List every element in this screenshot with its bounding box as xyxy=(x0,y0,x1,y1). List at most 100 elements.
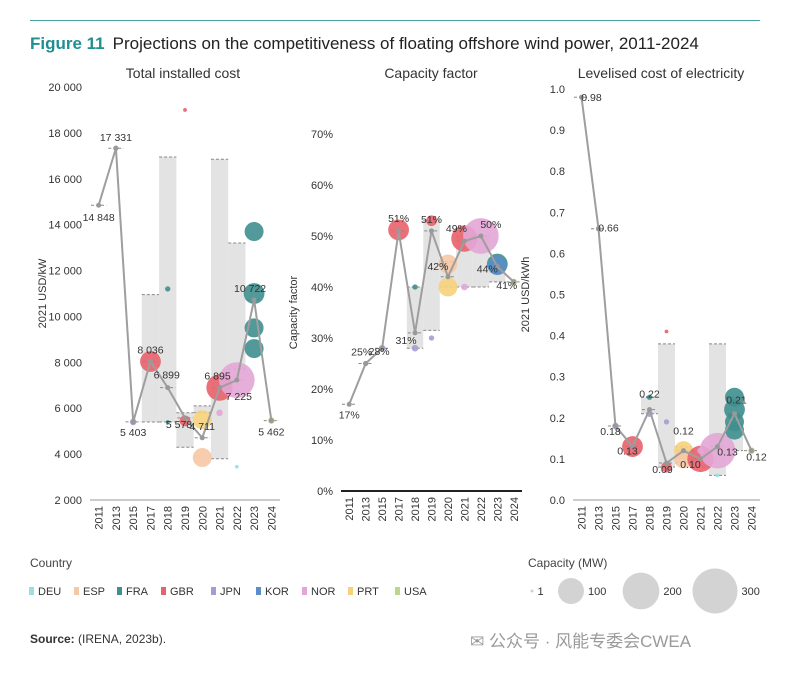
y-tick-label: 6 000 xyxy=(54,403,82,415)
y-tick-label: 10 000 xyxy=(48,311,82,323)
project-bubble-gbr xyxy=(661,461,672,473)
chart-panel-3: Levelised cost of electricity 2021 USD/kW… xyxy=(520,65,767,530)
x-tick-label: 2023 xyxy=(249,506,261,530)
legend-label: NOR xyxy=(311,586,336,598)
y-tick-label: 4 000 xyxy=(54,449,82,461)
x-tick-label: 2015 xyxy=(377,497,389,521)
project-bubble-fra xyxy=(165,420,170,424)
average-point xyxy=(113,145,119,151)
y-tick-label: 1.0 xyxy=(550,84,565,96)
x-tick-label: 2024 xyxy=(266,506,278,530)
average-point xyxy=(445,274,451,280)
figure-number: Figure 11 xyxy=(30,34,105,53)
average-point xyxy=(749,448,754,454)
average-point xyxy=(511,279,517,285)
average-point xyxy=(478,233,484,239)
chart-panel-1: Total installed cost 2021 USD/kW 2 000 4 00… xyxy=(37,65,285,530)
x-tick-label: 2022 xyxy=(232,506,244,530)
project-bubble-fra xyxy=(646,394,653,400)
average-point xyxy=(234,377,240,383)
legend-capacity-bubble xyxy=(692,568,738,614)
legend-label: USA xyxy=(404,586,427,598)
project-bubble-fra xyxy=(244,339,264,359)
average-point xyxy=(664,460,669,466)
project-bubble-gbr xyxy=(426,215,437,227)
y-tick-label: 0.5 xyxy=(550,290,565,302)
x-tick-label: 2021 xyxy=(215,506,227,530)
y-axis-label: 2021 USD/kW xyxy=(37,258,49,328)
x-tick-label: 2021 xyxy=(459,497,471,521)
y-tick-label: 50% xyxy=(311,231,333,243)
project-bubble-gbr xyxy=(183,108,187,112)
project-bubble-gbr xyxy=(664,329,669,334)
project-bubble-nor xyxy=(216,409,223,417)
average-point xyxy=(396,228,402,234)
x-tick-label: 2021 xyxy=(696,506,708,530)
average-point xyxy=(698,456,703,462)
legend-label: PRT xyxy=(357,586,379,598)
x-tick-label: 2019 xyxy=(180,506,192,530)
x-tick-label: 2024 xyxy=(747,506,759,530)
y-tick-label: 14 000 xyxy=(48,220,82,232)
legend-capacity-label: 100 xyxy=(588,586,606,598)
y-tick-label: 0.1 xyxy=(550,454,565,466)
value-label: 0.21 xyxy=(726,395,747,407)
average-point xyxy=(379,345,385,351)
x-tick-label: 2019 xyxy=(427,497,439,521)
legend-capacity-bubble xyxy=(558,578,584,604)
average-point xyxy=(461,238,467,244)
value-label: 49% xyxy=(446,223,467,235)
value-label: 0.22 xyxy=(639,389,660,401)
average-point xyxy=(579,94,584,100)
legend-capacity-label: 1 xyxy=(538,586,544,598)
value-label: 50% xyxy=(480,219,501,231)
project-bubble-jpn xyxy=(428,335,435,341)
average-point xyxy=(613,423,618,429)
x-tick-label: 2018 xyxy=(645,506,657,530)
legend-swatch-prt xyxy=(348,587,353,595)
project-bubble-prt xyxy=(438,277,458,297)
value-label: 17% xyxy=(339,409,360,421)
panel-title: Capacity factor xyxy=(384,65,478,81)
average-point xyxy=(130,419,136,425)
project-bubble-gbr xyxy=(179,415,191,427)
y-tick-label: 60% xyxy=(311,180,333,192)
y-tick-label: 0% xyxy=(317,486,333,498)
value-label: 51% xyxy=(388,213,409,225)
project-bubble-fra xyxy=(412,284,418,290)
x-tick-label: 2015 xyxy=(611,506,623,530)
value-label: 5 403 xyxy=(120,427,146,439)
project-bubble-deu xyxy=(234,464,239,469)
legend-swatch-fra xyxy=(117,587,122,595)
range-box xyxy=(193,405,211,413)
x-tick-label: 2017 xyxy=(628,506,640,530)
average-point xyxy=(346,401,352,407)
value-label: 10 722 xyxy=(234,283,266,295)
value-label: 7 225 xyxy=(226,391,252,403)
value-label: 0.12 xyxy=(746,452,767,464)
x-tick-label: 2017 xyxy=(145,506,157,530)
y-tick-label: 0.4 xyxy=(550,331,565,343)
project-bubble-esp xyxy=(192,448,212,468)
y-tick-label: 0.2 xyxy=(550,413,565,425)
y-axis-label: Capacity factor xyxy=(288,275,300,349)
wechat-icon: ✉ xyxy=(470,632,489,651)
y-tick-label: 0.9 xyxy=(550,125,565,137)
average-point xyxy=(147,359,153,365)
value-label: 42% xyxy=(427,261,448,273)
y-tick-label: 10% xyxy=(311,435,333,447)
value-label: 6 895 xyxy=(204,371,230,383)
x-tick-label: 2017 xyxy=(394,497,406,521)
x-tick-label: 2022 xyxy=(713,506,725,530)
chart-panel-2: Capacity factor Capacity factor 0% 10% 20% 30… xyxy=(288,65,522,521)
source-text: (IRENA, 2023b). xyxy=(74,632,167,646)
y-tick-label: 0.0 xyxy=(550,495,565,507)
project-bubble-jpn xyxy=(411,344,419,352)
source-label: Source: xyxy=(30,632,75,646)
value-label: 14 848 xyxy=(83,212,115,224)
average-point xyxy=(96,202,102,208)
source-note: Source: (IRENA, 2023b). xyxy=(30,632,166,646)
average-point xyxy=(732,411,737,417)
x-tick-label: 2013 xyxy=(361,497,373,521)
